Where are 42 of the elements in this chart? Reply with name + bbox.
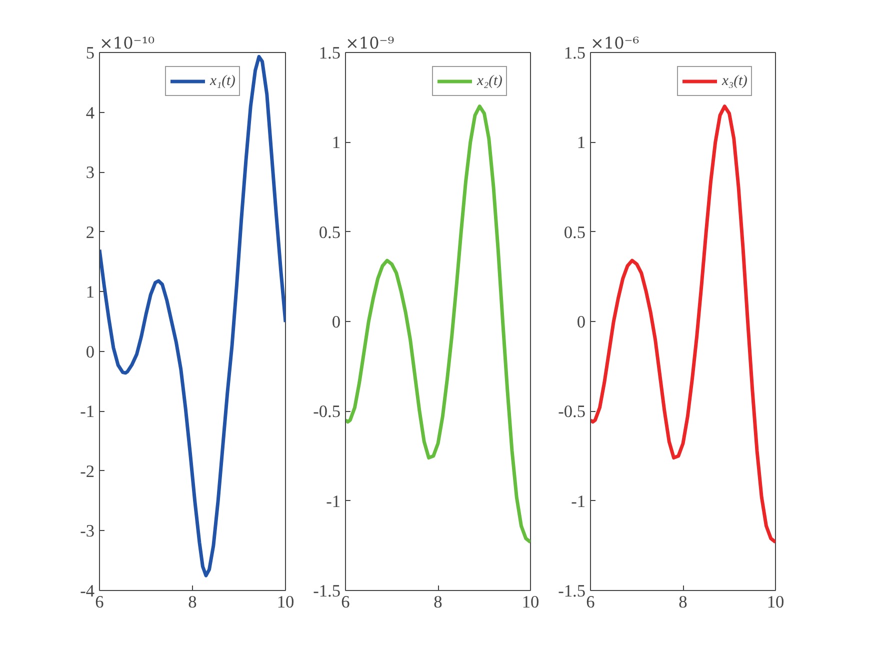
y-tick-label: -1: [80, 402, 95, 422]
x-tick-label: 8: [188, 592, 197, 612]
y-tick-label: 0.5: [318, 222, 341, 242]
y-tick-label: -1: [326, 492, 341, 511]
x-tick-label: 6: [586, 592, 596, 612]
y-tick-label: 0: [332, 312, 341, 332]
y-tick-label: 4: [86, 103, 95, 122]
x-tick-label: 8: [434, 592, 442, 612]
y-tick-label: 5: [86, 44, 95, 62]
y-tick-label: -2: [80, 462, 95, 481]
x-tick-label: 6: [95, 592, 104, 612]
y-tick-label: 3: [86, 163, 95, 182]
y-tick-label: 0: [576, 312, 586, 332]
y-tick-label: -1.5: [313, 582, 341, 600]
y-tick-label: 0.5: [564, 222, 586, 242]
y-tick-label: -3: [80, 522, 95, 541]
y-tick-label: 1.5: [318, 44, 341, 62]
legend-label: x₃(t): [722, 72, 748, 90]
line-series: [100, 54, 286, 578]
y-tick-label: -0.5: [558, 402, 586, 422]
text: ×10⁻⁹: [346, 34, 395, 52]
legend-label: x₂(t): [477, 72, 502, 90]
y-tick-label: -4: [80, 582, 95, 600]
y-tick-label: 2: [86, 222, 95, 242]
y-tick-label: 1: [576, 133, 586, 152]
line-series: [346, 104, 530, 544]
y-tick-label: 1: [86, 282, 95, 302]
y-tick-label: 1.5: [564, 44, 586, 62]
x-tick-label: 6: [341, 592, 350, 612]
y-tick-label: -1.5: [558, 582, 586, 600]
x-tick-label: 10: [766, 592, 784, 612]
legend-label: x₁(t): [210, 72, 236, 90]
text: ×10⁻¹⁰: [100, 34, 155, 52]
text: ×10⁻⁶: [590, 34, 640, 52]
y-tick-label: 0: [86, 342, 95, 362]
x-tick-label: 10: [276, 592, 294, 612]
y-tick-label: 1: [332, 133, 341, 152]
y-tick-label: -0.5: [313, 402, 341, 422]
y-tick-label: -1: [571, 492, 586, 511]
x-tick-label: 10: [522, 592, 540, 612]
x-tick-label: 8: [678, 592, 688, 612]
line-series: [590, 104, 776, 544]
